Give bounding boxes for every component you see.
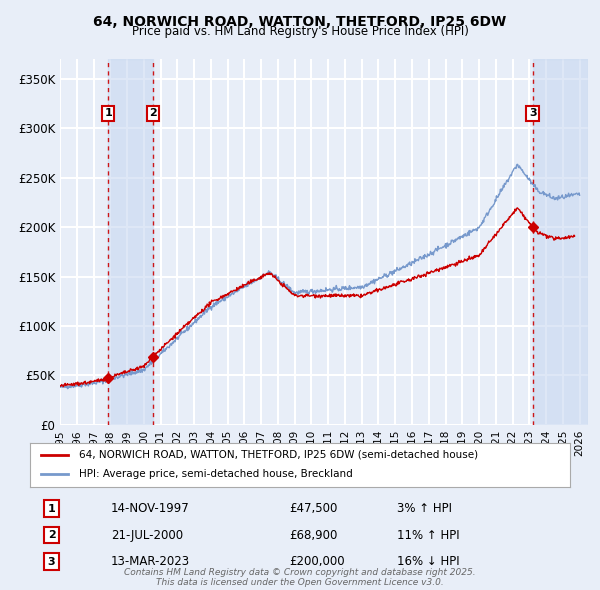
Text: 1: 1	[104, 109, 112, 119]
Text: 14-NOV-1997: 14-NOV-1997	[111, 502, 190, 515]
Text: 3: 3	[529, 109, 536, 119]
Bar	[108, 59, 153, 425]
Text: 3% ↑ HPI: 3% ↑ HPI	[397, 502, 452, 515]
Text: 64, NORWICH ROAD, WATTON, THETFORD, IP25 6DW: 64, NORWICH ROAD, WATTON, THETFORD, IP25…	[94, 15, 506, 29]
Text: 16% ↓ HPI: 16% ↓ HPI	[397, 555, 460, 568]
Text: Price paid vs. HM Land Registry's House Price Index (HPI): Price paid vs. HM Land Registry's House …	[131, 25, 469, 38]
Bar	[533, 59, 588, 425]
Text: 13-MAR-2023: 13-MAR-2023	[111, 555, 190, 568]
Text: HPI: Average price, semi-detached house, Breckland: HPI: Average price, semi-detached house,…	[79, 470, 352, 479]
Text: £68,900: £68,900	[289, 529, 338, 542]
Text: 2: 2	[149, 109, 157, 119]
Text: £47,500: £47,500	[289, 502, 338, 515]
Text: 64, NORWICH ROAD, WATTON, THETFORD, IP25 6DW (semi-detached house): 64, NORWICH ROAD, WATTON, THETFORD, IP25…	[79, 450, 478, 460]
Text: 2: 2	[48, 530, 55, 540]
Text: 3: 3	[48, 557, 55, 566]
Text: 11% ↑ HPI: 11% ↑ HPI	[397, 529, 460, 542]
Text: £200,000: £200,000	[289, 555, 345, 568]
Text: 21-JUL-2000: 21-JUL-2000	[111, 529, 183, 542]
Text: Contains HM Land Registry data © Crown copyright and database right 2025.
This d: Contains HM Land Registry data © Crown c…	[124, 568, 476, 587]
Text: 1: 1	[48, 504, 55, 513]
